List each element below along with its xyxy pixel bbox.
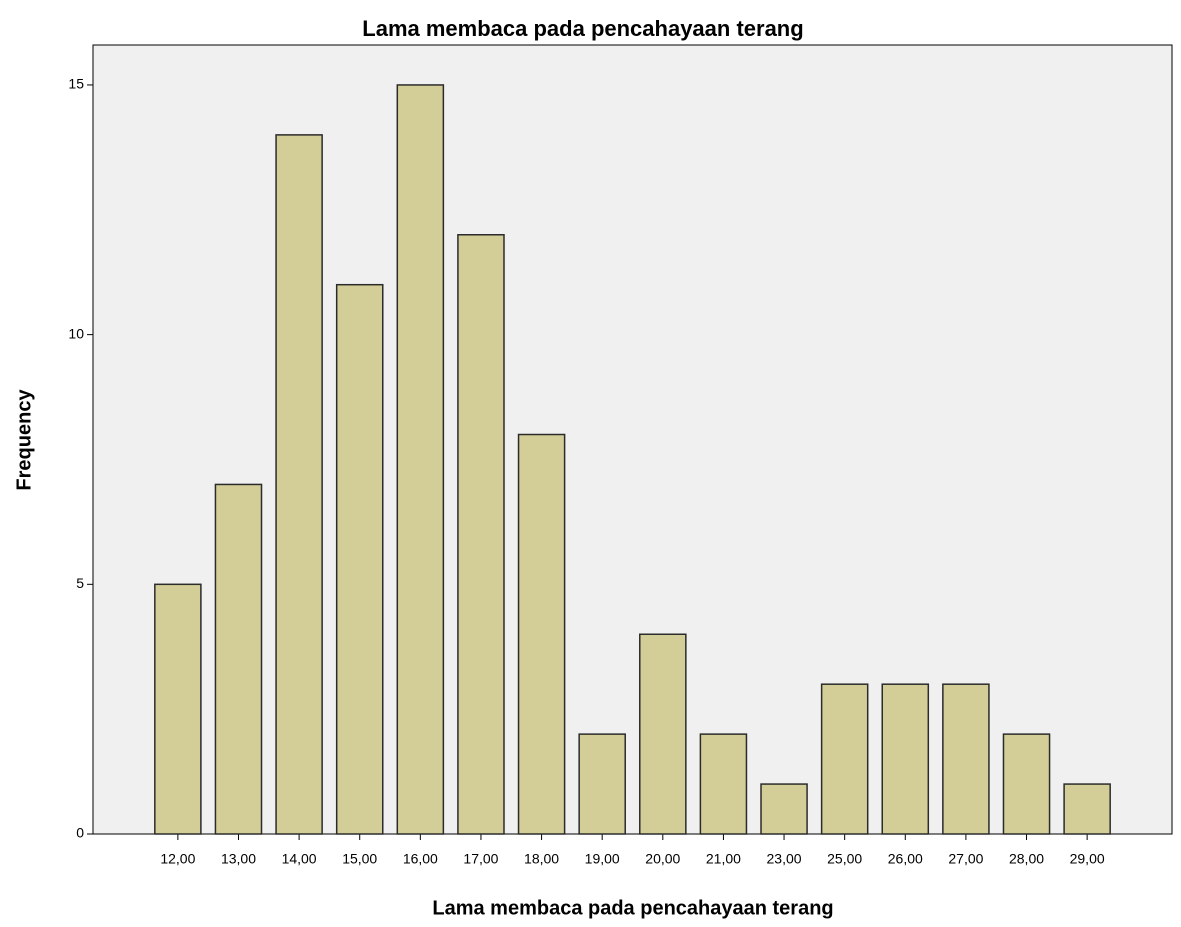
x-tick-label: 25,00: [827, 851, 862, 867]
x-tick-label: 21,00: [706, 851, 741, 867]
bar: [760, 783, 808, 835]
bar: [457, 234, 505, 835]
x-tick-label: 28,00: [1009, 851, 1044, 867]
y-tick-label: 0: [76, 825, 84, 841]
x-tick-label: 29,00: [1070, 851, 1105, 867]
x-tick-label: 20,00: [645, 851, 680, 867]
bar: [881, 683, 930, 835]
plot-area: [92, 44, 1173, 835]
x-tick-label: 17,00: [463, 851, 498, 867]
x-tick-label: 18,00: [524, 851, 559, 867]
bar: [335, 283, 384, 835]
x-tick-label: 14,00: [282, 851, 317, 867]
y-tick-label: 5: [76, 575, 84, 591]
x-tick-label: 23,00: [767, 851, 802, 867]
bar: [1063, 783, 1111, 835]
bar: [820, 683, 869, 835]
x-tick-label: 12,00: [160, 851, 195, 867]
bar: [275, 134, 323, 835]
x-tick-label: 27,00: [948, 851, 983, 867]
bar: [396, 84, 445, 835]
bar: [639, 633, 687, 835]
bar: [942, 683, 990, 835]
bar: [699, 733, 748, 835]
x-tick-label: 26,00: [888, 851, 923, 867]
x-axis-title: Lama membaca pada pencahayaan terang: [432, 897, 833, 919]
bar: [578, 733, 626, 835]
x-tick-label: 15,00: [342, 851, 377, 867]
bar: [1002, 733, 1051, 835]
bar: [214, 483, 263, 835]
y-tick-label: 10: [68, 325, 84, 341]
y-tick-label: 15: [68, 76, 84, 92]
x-tick-label: 16,00: [403, 851, 438, 867]
bar: [517, 433, 566, 835]
chart-title: Lama membaca pada pencahayaan terang: [362, 16, 803, 41]
x-tick-label: 13,00: [221, 851, 256, 867]
bar: [154, 583, 202, 835]
x-tick-label: 19,00: [585, 851, 620, 867]
y-axis-title: Frequency: [13, 389, 35, 491]
